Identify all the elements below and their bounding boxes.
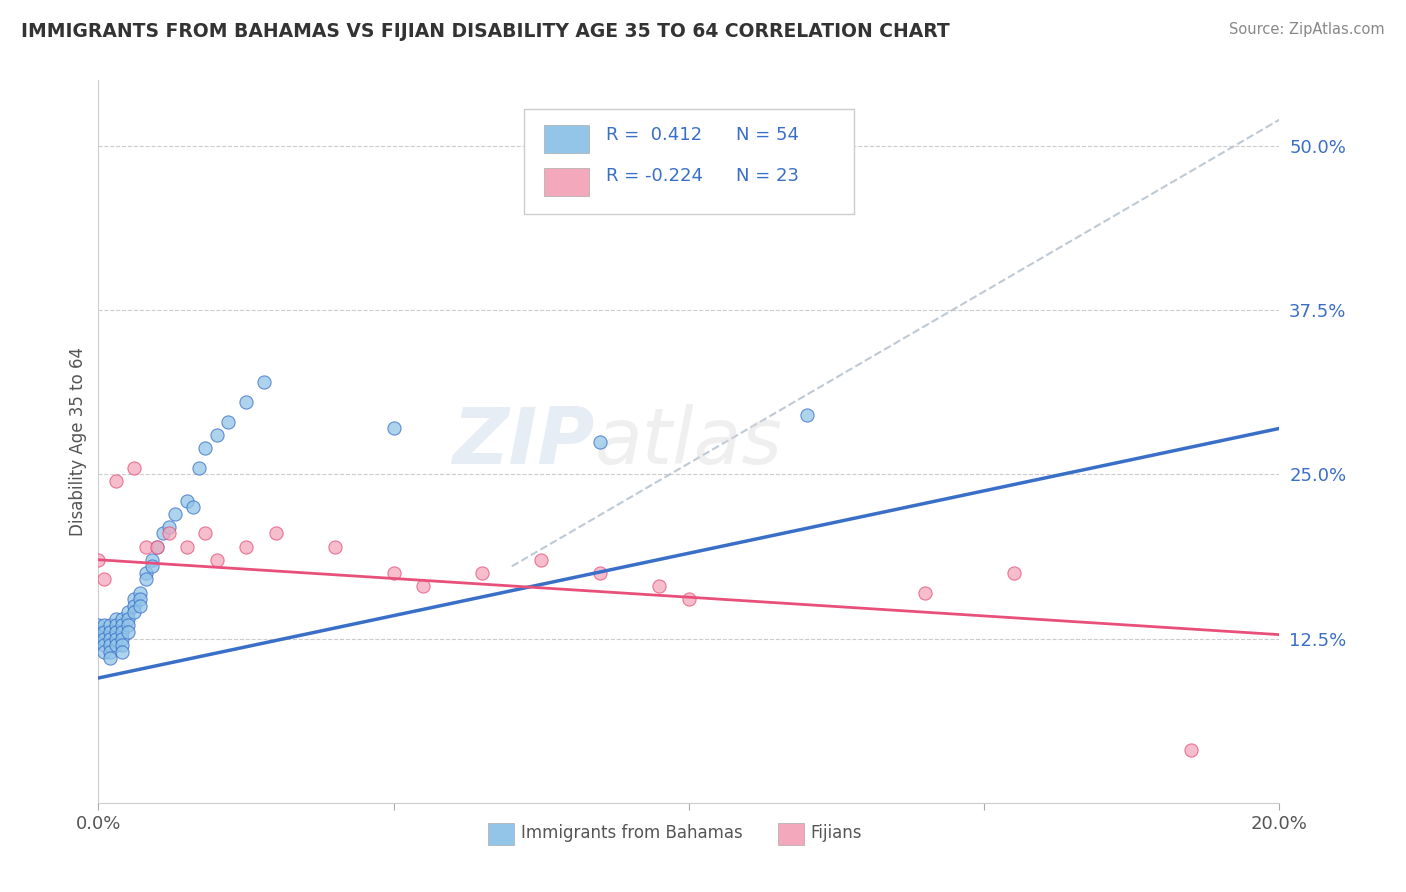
Point [98,618,121,632]
Point [111,625,134,640]
Point [93,573,115,587]
Point [93,638,115,652]
Point [135,566,157,580]
Point [122,605,145,619]
Point [382,566,405,580]
Point [253,376,276,390]
Point [135,540,157,554]
Text: R =  0.412: R = 0.412 [606,126,703,144]
Point [589,434,612,449]
Point [98,651,121,665]
Text: N = 54: N = 54 [737,126,799,144]
Point [157,520,180,534]
Point [194,441,217,455]
Point [105,474,128,488]
Point [128,585,150,599]
Point [1180,743,1202,757]
Point [914,585,936,599]
Point [235,540,257,554]
Bar [544,125,589,153]
Point [796,409,818,423]
Point [589,566,612,580]
Point [141,553,163,567]
Point [382,421,405,435]
Text: atlas: atlas [595,403,782,480]
Point [471,566,494,580]
Point [93,632,115,646]
Point [205,428,228,442]
Point [135,573,157,587]
Point [122,592,145,607]
Point [117,612,139,626]
Point [187,460,209,475]
Point [128,599,150,613]
Point [87,632,110,646]
Bar [778,823,803,845]
Point [111,645,134,659]
Point [111,612,134,626]
Point [98,632,121,646]
Point [98,638,121,652]
Point [98,625,121,640]
FancyBboxPatch shape [523,109,855,214]
Text: IMMIGRANTS FROM BAHAMAS VS FIJIAN DISABILITY AGE 35 TO 64 CORRELATION CHART: IMMIGRANTS FROM BAHAMAS VS FIJIAN DISABI… [21,22,950,41]
Point [111,618,134,632]
Point [264,526,287,541]
Bar [544,169,589,196]
Text: N = 23: N = 23 [737,167,799,185]
Point [105,638,128,652]
Point [678,592,700,607]
Point [146,540,169,554]
Point [117,618,139,632]
Point [157,526,180,541]
Point [323,540,346,554]
Text: Immigrants from Bahamas: Immigrants from Bahamas [522,824,742,842]
Text: Source: ZipAtlas.com: Source: ZipAtlas.com [1229,22,1385,37]
Point [141,559,163,574]
Point [176,493,198,508]
Point [152,526,174,541]
Point [176,540,198,554]
Point [235,395,257,409]
Point [194,526,217,541]
Point [111,638,134,652]
Point [87,553,110,567]
Bar [488,823,515,845]
Point [98,645,121,659]
Point [93,618,115,632]
Point [117,625,139,640]
Point [111,632,134,646]
Point [205,553,228,567]
Point [122,460,145,475]
Point [117,605,139,619]
Point [181,500,204,515]
Point [146,540,169,554]
Point [105,612,128,626]
Text: Fijians: Fijians [811,824,862,842]
Point [412,579,434,593]
Point [105,625,128,640]
Text: ZIP: ZIP [453,403,595,480]
Point [217,415,239,429]
Point [93,645,115,659]
Point [648,579,671,593]
Point [105,632,128,646]
Point [87,625,110,640]
Text: R = -0.224: R = -0.224 [606,167,703,185]
Point [122,599,145,613]
Point [530,553,553,567]
Point [93,625,115,640]
Point [165,507,187,521]
Point [128,592,150,607]
Y-axis label: Disability Age 35 to 64: Disability Age 35 to 64 [69,347,87,536]
Point [87,618,110,632]
Point [1002,566,1025,580]
Point [105,618,128,632]
